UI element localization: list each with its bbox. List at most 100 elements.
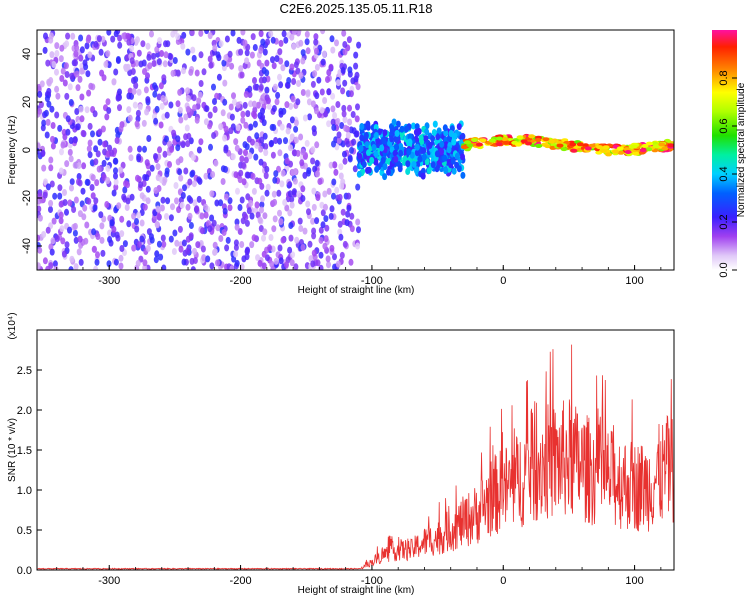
heatmap-cell xyxy=(289,133,295,141)
heatmap-cell xyxy=(37,107,43,115)
heatmap-cell xyxy=(382,173,388,181)
x-tick-label: -300 xyxy=(98,275,120,287)
heatmap-cell xyxy=(495,142,503,147)
heatmap-cell xyxy=(62,189,67,196)
heatmap-cell xyxy=(64,160,70,168)
heatmap-cell xyxy=(68,266,74,270)
heatmap-cell xyxy=(38,101,44,109)
heatmap-cell xyxy=(284,261,289,269)
heatmap-cell xyxy=(147,62,153,70)
heatmap-cell xyxy=(414,166,420,174)
heatmap-cell xyxy=(54,50,60,57)
heatmap-cell xyxy=(304,30,310,38)
heatmap-cell xyxy=(242,39,248,47)
heatmap-cell xyxy=(185,87,191,95)
heatmap-cell xyxy=(201,254,207,262)
heatmap-cell xyxy=(300,49,306,57)
heatmap-cell xyxy=(185,94,191,102)
heatmap-cell xyxy=(270,56,275,64)
heatmap-cell xyxy=(291,188,297,196)
heatmap-cell xyxy=(323,110,329,118)
heatmap-cell xyxy=(222,134,228,142)
heatmap-cell xyxy=(175,100,181,108)
heatmap-cell xyxy=(310,146,316,154)
heatmap-cell xyxy=(373,132,379,139)
heatmap-cell xyxy=(569,142,577,147)
heatmap-cell xyxy=(145,244,151,252)
heatmap-cell xyxy=(199,212,205,220)
heatmap-cell xyxy=(187,178,193,186)
y-axis-ticks: -40 -20 0 20 40 xyxy=(21,48,42,254)
y-tick-label: 0 xyxy=(21,147,33,153)
heatmap-cell xyxy=(153,256,159,264)
heatmap-cell xyxy=(230,153,236,161)
heatmap-cell xyxy=(460,171,466,179)
heatmap-cell xyxy=(243,149,248,157)
heatmap-cell xyxy=(528,134,536,139)
heatmap-cell xyxy=(117,41,123,49)
heatmap-cell xyxy=(278,81,284,89)
heatmap-cell xyxy=(391,118,397,126)
heatmap-cell xyxy=(225,236,231,244)
heatmap-cell xyxy=(216,54,222,62)
heatmap-cell xyxy=(300,185,306,193)
heatmap-cell xyxy=(320,30,326,35)
heatmap-cell xyxy=(96,35,102,43)
heatmap-cell xyxy=(258,76,264,84)
heatmap-cell xyxy=(145,185,151,193)
heatmap-cell xyxy=(94,258,100,266)
heatmap-cell xyxy=(127,145,133,153)
heatmap-cell xyxy=(157,37,163,45)
heatmap-cell xyxy=(240,30,246,36)
heatmap-cell xyxy=(275,91,281,99)
heatmap-cell xyxy=(99,222,105,230)
heatmap-cell xyxy=(291,78,297,85)
heatmap-cell xyxy=(329,205,335,213)
heatmap-cell xyxy=(264,189,270,197)
heatmap-cell xyxy=(68,99,74,106)
snr-panel: -300 -200 -100 0 100 0.0 0.5 1.0 1.5 2.0 2.5 Heig… xyxy=(7,312,675,596)
heatmap-cell xyxy=(74,70,80,78)
heatmap-cell xyxy=(355,83,361,91)
snr-line xyxy=(37,344,674,570)
heatmap-cell xyxy=(361,160,367,168)
heatmap-cell xyxy=(50,142,56,150)
heatmap-cell xyxy=(159,102,165,110)
heatmap-cell xyxy=(258,30,264,38)
heatmap-cell xyxy=(41,231,47,238)
heatmap-cell xyxy=(273,137,279,144)
heatmap-cell xyxy=(229,62,235,70)
heatmap-cell xyxy=(118,166,124,174)
heatmap-cell xyxy=(136,49,142,57)
heatmap-cell xyxy=(290,168,296,176)
heatmap-cell xyxy=(145,197,151,205)
heatmap-cell xyxy=(85,70,91,78)
heatmap-cell xyxy=(93,197,99,205)
heatmap-cell xyxy=(204,30,210,35)
heatmap-cell xyxy=(87,139,93,147)
heatmap-cell xyxy=(382,129,388,137)
heatmap-cell xyxy=(111,189,117,197)
heatmap-cell xyxy=(264,69,270,77)
heatmap-cell xyxy=(45,183,51,191)
heatmap-cell xyxy=(54,85,60,93)
heatmap-cell xyxy=(414,143,420,151)
heatmap-cell xyxy=(328,161,334,169)
heatmap-cell xyxy=(348,258,354,266)
heatmap-cell xyxy=(249,51,255,59)
heatmap-cell xyxy=(67,148,73,156)
heatmap-cell xyxy=(373,150,379,158)
heatmap-cell xyxy=(338,163,344,171)
heatmap-cell xyxy=(114,137,120,144)
heatmap-cell xyxy=(448,130,454,137)
y-tick-label: 1.5 xyxy=(17,445,32,457)
heatmap-cell xyxy=(84,42,90,50)
heatmap-cell xyxy=(141,119,147,127)
heatmap-cell xyxy=(336,137,342,144)
heatmap-cell xyxy=(244,171,250,179)
heatmap-cell xyxy=(95,150,101,158)
heatmap-cell xyxy=(54,68,59,76)
heatmap-cell xyxy=(342,79,348,87)
heatmap-cell xyxy=(122,186,128,194)
heatmap-cell xyxy=(288,222,294,229)
